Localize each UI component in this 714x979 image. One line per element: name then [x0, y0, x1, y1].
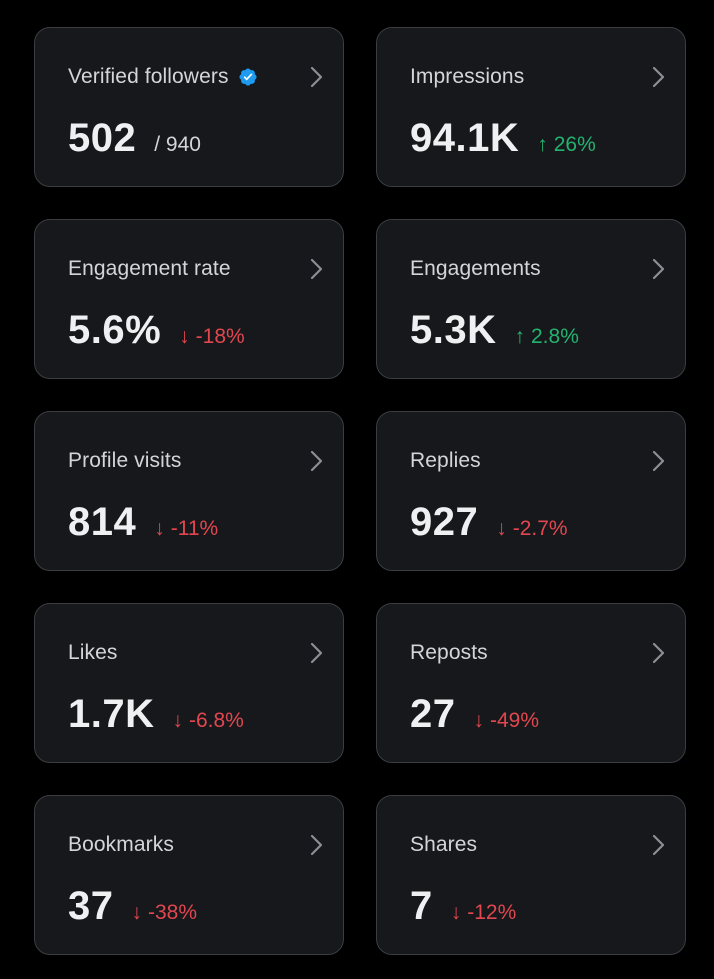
card-bookmarks[interactable]: Bookmarks 37 ↓ -38%	[34, 795, 344, 955]
card-title-label: Engagements	[410, 257, 541, 280]
metric-value: 1.7K	[68, 692, 155, 736]
metric-change: ↓ -11%	[154, 517, 218, 541]
metric-value: 27	[410, 692, 456, 736]
metric-row: 814 ↓ -11%	[68, 500, 218, 545]
metric-total: / 940	[154, 133, 201, 156]
metric-change: ↓ -49%	[474, 709, 540, 733]
arrow-down-icon: ↓	[473, 709, 485, 732]
card-title: Bookmarks	[68, 833, 174, 857]
card-replies[interactable]: Replies 927 ↓ -2.7%	[376, 411, 686, 571]
card-title-label: Engagement rate	[68, 257, 231, 280]
chevron-right-icon	[310, 66, 323, 88]
card-title: Engagements	[410, 257, 541, 281]
card-engagement-rate[interactable]: Engagement rate 5.6% ↓ -18%	[34, 219, 344, 379]
metric-value: 7	[410, 884, 433, 928]
chevron-right-icon	[652, 834, 665, 856]
card-reposts[interactable]: Reposts 27 ↓ -49%	[376, 603, 686, 763]
card-title: Impressions	[410, 65, 524, 89]
card-title: Verified followers	[68, 65, 258, 89]
card-title: Reposts	[410, 641, 488, 665]
card-title-label: Impressions	[410, 65, 525, 88]
metric-change: ↑ 26%	[537, 133, 596, 157]
card-title: Replies	[410, 449, 481, 473]
card-verified-followers[interactable]: Verified followers 502 / 940	[34, 27, 344, 187]
change-value: -2.7%	[512, 517, 568, 540]
card-title-label: Verified followers	[68, 65, 229, 88]
chevron-right-icon	[652, 66, 665, 88]
arrow-up-icon: ↑	[537, 133, 548, 156]
arrow-down-icon: ↓	[154, 517, 165, 540]
metric-value: 5.3K	[410, 308, 497, 352]
metric-change: ↑ 2.8%	[515, 325, 579, 349]
chevron-right-icon	[652, 258, 665, 280]
metric-change: ↓ -18%	[179, 325, 245, 349]
change-value: 2.8%	[531, 325, 579, 348]
metric-change: ↓ -12%	[451, 901, 517, 925]
arrow-down-icon: ↓	[179, 325, 190, 348]
analytics-grid: Verified followers 502 / 940 Impressions…	[34, 27, 686, 955]
verified-badge-icon	[239, 68, 257, 86]
metric-row: 502 / 940	[68, 116, 201, 161]
metric-value: 5.6%	[68, 308, 162, 352]
card-title: Engagement rate	[68, 257, 231, 281]
chevron-right-icon	[310, 642, 323, 664]
chevron-right-icon	[310, 834, 323, 856]
arrow-up-icon: ↑	[514, 325, 526, 348]
change-value: -49%	[490, 709, 540, 732]
chevron-right-icon	[310, 258, 323, 280]
metric-row: 27 ↓ -49%	[410, 692, 539, 737]
arrow-down-icon: ↓	[450, 901, 462, 924]
card-title-label: Reposts	[410, 641, 488, 664]
card-shares[interactable]: Shares 7 ↓ -12%	[376, 795, 686, 955]
card-impressions[interactable]: Impressions 94.1K ↑ 26%	[376, 27, 686, 187]
metric-row: 7 ↓ -12%	[410, 884, 516, 929]
metric-value: 94.1K	[410, 116, 520, 160]
change-value: -12%	[467, 901, 517, 924]
card-title-label: Bookmarks	[68, 833, 174, 856]
change-value: 26%	[553, 133, 596, 156]
arrow-down-icon: ↓	[496, 517, 507, 540]
card-title: Likes	[68, 641, 118, 665]
metric-row: 37 ↓ -38%	[68, 884, 197, 929]
metric-row: 927 ↓ -2.7%	[410, 500, 568, 545]
chevron-right-icon	[652, 450, 665, 472]
card-engagements[interactable]: Engagements 5.3K ↑ 2.8%	[376, 219, 686, 379]
change-value: -6.8%	[189, 709, 244, 732]
metric-value: 927	[410, 500, 479, 544]
card-title-label: Shares	[410, 833, 478, 856]
metric-value: 814	[68, 500, 137, 544]
metric-row: 94.1K ↑ 26%	[410, 116, 596, 161]
metric-change: ↓ -38%	[132, 901, 198, 925]
metric-value: 502	[68, 116, 137, 160]
metric-change: ↓ -6.8%	[173, 709, 244, 733]
change-value: -18%	[195, 325, 245, 348]
chevron-right-icon	[310, 450, 323, 472]
card-title: Profile visits	[68, 449, 181, 473]
chevron-right-icon	[652, 642, 665, 664]
card-title-label: Replies	[410, 449, 481, 472]
metric-row: 5.3K ↑ 2.8%	[410, 308, 579, 353]
card-profile-visits[interactable]: Profile visits 814 ↓ -11%	[34, 411, 344, 571]
change-value: -11%	[170, 517, 219, 540]
card-title-label: Likes	[68, 641, 118, 664]
arrow-down-icon: ↓	[172, 709, 184, 732]
card-title-label: Profile visits	[68, 449, 182, 472]
metric-row: 5.6% ↓ -18%	[68, 308, 245, 353]
metric-row: 1.7K ↓ -6.8%	[68, 692, 244, 737]
metric-value: 37	[68, 884, 114, 928]
arrow-down-icon: ↓	[131, 901, 143, 924]
card-title: Shares	[410, 833, 477, 857]
change-value: -38%	[148, 901, 198, 924]
metric-change: ↓ -2.7%	[496, 517, 567, 541]
card-likes[interactable]: Likes 1.7K ↓ -6.8%	[34, 603, 344, 763]
